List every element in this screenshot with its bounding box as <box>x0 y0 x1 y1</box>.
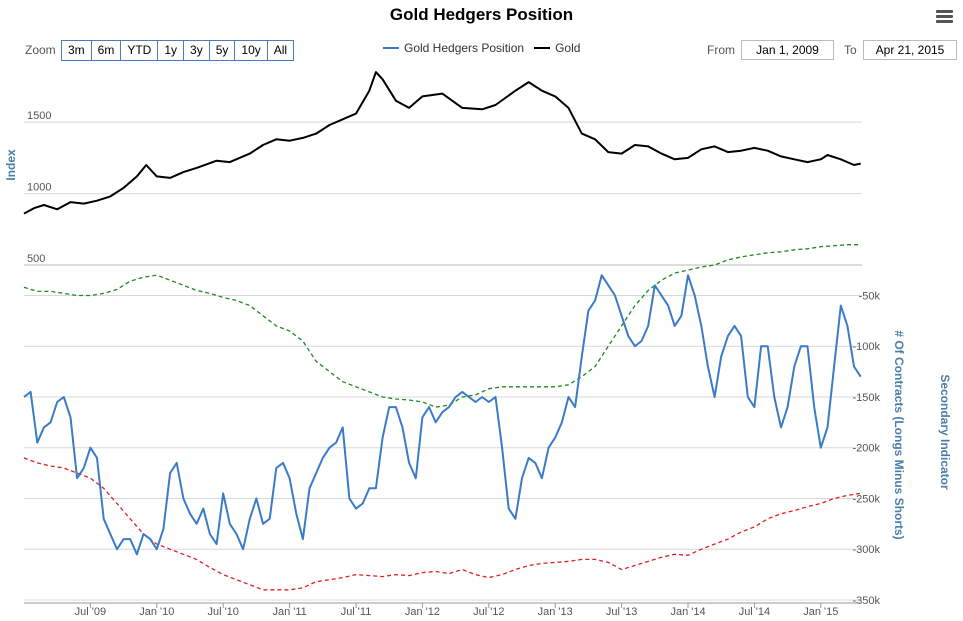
zoom-6m-button[interactable]: 6m <box>91 41 122 60</box>
from-date-input[interactable]: Jan 1, 2009 <box>741 40 834 60</box>
legend-item-hedgers[interactable]: Gold Hedgers Position <box>383 41 524 55</box>
red-indicator-line <box>23 457 861 591</box>
zoom-ytd-button[interactable]: YTD <box>121 41 159 60</box>
x-tick-label: Jan '15 <box>803 606 838 618</box>
zoom-3m-button[interactable]: 3m <box>62 41 92 60</box>
x-tick-label: Jan '14 <box>670 606 705 618</box>
y-tick-label-bottom: -200k <box>852 443 880 455</box>
to-label: To <box>844 43 857 57</box>
zoom-3y-button[interactable]: 3y <box>184 41 210 60</box>
x-tick-label: Jul '11 <box>341 606 372 618</box>
zoom-10y-button[interactable]: 10y <box>235 41 268 60</box>
y-tick-label-bottom: -250k <box>852 493 880 505</box>
to-date-input[interactable]: Apr 21, 2015 <box>863 40 957 60</box>
legend-swatch-hedgers <box>383 47 399 49</box>
gold-line <box>23 71 861 215</box>
x-tick-label: Jul '12 <box>473 606 504 618</box>
legend-item-gold[interactable]: Gold <box>534 41 580 55</box>
y-tick-label-bottom: -150k <box>852 392 880 404</box>
y-axis-title-secondary: Secondary Indicator <box>938 374 952 490</box>
x-tick-label: Jul '14 <box>739 606 770 618</box>
legend: Gold Hedgers Position Gold <box>383 41 580 55</box>
y-tick-label-top: 500 <box>27 253 45 265</box>
x-tick-label: Jan '12 <box>405 606 440 618</box>
x-tick-label: Jan '10 <box>139 606 174 618</box>
y-tick-label-bottom: -300k <box>852 544 880 556</box>
zoom-button-group: 3m 6m YTD 1y 3y 5y 10y All <box>61 40 295 61</box>
x-tick-label: Jan '11 <box>272 606 306 618</box>
y-tick-label-top: 1000 <box>27 182 51 194</box>
hedgers-line <box>23 274 862 556</box>
y-axis-title-contracts: # Of Contracts (Longs Minus Shorts) <box>892 330 906 539</box>
legend-swatch-gold <box>534 47 551 49</box>
y-axis-title-index: Index <box>4 149 18 181</box>
y-tick-label-bottom: -50k <box>859 290 881 302</box>
y-tick-label-top: 1500 <box>27 110 51 122</box>
chart-title: Gold Hedgers Position <box>389 5 574 24</box>
x-tick-label: Jul '09 <box>75 606 106 618</box>
zoom-5y-button[interactable]: 5y <box>209 41 236 60</box>
x-tick-label: Jul '13 <box>606 606 637 618</box>
menu-icon[interactable] <box>936 10 953 24</box>
x-tick-label: Jul '10 <box>207 606 238 618</box>
zoom-label: Zoom <box>25 43 56 57</box>
x-tick-label: Jan '13 <box>538 606 573 618</box>
y-tick-label-bottom: -350k <box>852 595 880 607</box>
legend-label-hedgers: Gold Hedgers Position <box>404 41 525 55</box>
legend-label-gold: Gold <box>555 41 581 55</box>
zoom-1y-button[interactable]: 1y <box>158 41 185 60</box>
zoom-all-button[interactable]: All <box>267 41 294 60</box>
from-label: From <box>707 43 735 57</box>
y-tick-label-bottom: -100k <box>852 341 880 353</box>
